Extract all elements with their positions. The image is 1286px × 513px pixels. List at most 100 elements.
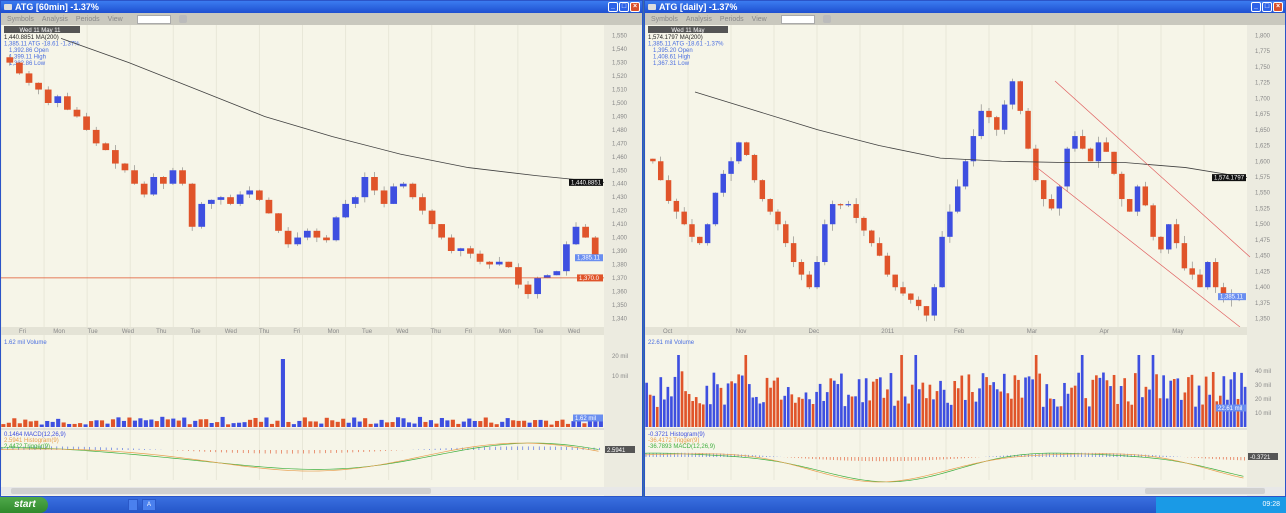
minimize-button[interactable]: _ bbox=[608, 2, 618, 12]
menu-symbols[interactable]: Symbols bbox=[651, 15, 678, 23]
volume-bar bbox=[758, 403, 762, 427]
y-tick-label: 1,460 bbox=[612, 155, 628, 161]
time-axis bbox=[1, 327, 604, 335]
candle bbox=[1205, 262, 1211, 288]
volume-tick: 40 mil bbox=[1255, 369, 1271, 375]
volume-bar bbox=[811, 404, 815, 427]
menu-analysis[interactable]: Analysis bbox=[685, 15, 712, 23]
maximize-button[interactable]: □ bbox=[619, 2, 629, 12]
x-tick-label: Mon bbox=[53, 329, 65, 335]
volume-bar bbox=[864, 378, 868, 427]
volume-last-label: 1.62 mil bbox=[575, 416, 596, 422]
volume-bar bbox=[1236, 398, 1240, 427]
candle bbox=[1126, 199, 1133, 212]
channel-lower-line[interactable] bbox=[1034, 165, 1241, 328]
menu-view[interactable]: View bbox=[751, 15, 767, 23]
candle bbox=[332, 217, 340, 241]
menu-periods[interactable]: Periods bbox=[75, 15, 100, 23]
candle bbox=[814, 262, 820, 288]
volume-bar bbox=[652, 395, 656, 427]
volume-bar bbox=[694, 397, 698, 427]
menu-view[interactable]: View bbox=[107, 15, 123, 23]
volume-bar bbox=[677, 355, 680, 427]
horizontal-scrollbar[interactable] bbox=[645, 487, 1285, 495]
y-tick-label: 1,600 bbox=[1255, 159, 1271, 165]
volume-bar bbox=[1048, 398, 1052, 427]
volume-bar bbox=[439, 417, 444, 427]
x-tick-label: Tue bbox=[533, 329, 544, 335]
volume-bar bbox=[193, 420, 198, 427]
volume-bar bbox=[832, 380, 836, 427]
macd-legend: -36.7893 MACD(12,26,9) bbox=[648, 444, 715, 450]
trigger-line bbox=[1, 442, 599, 472]
volume-bar bbox=[765, 377, 769, 427]
volume-bar bbox=[1013, 375, 1017, 427]
volume-bar bbox=[110, 419, 116, 427]
start-button[interactable]: start bbox=[0, 497, 48, 513]
scrollbar-thumb[interactable] bbox=[11, 488, 431, 494]
legend-item: 1,399.11 High bbox=[9, 55, 46, 61]
search-go-button[interactable] bbox=[822, 15, 831, 23]
volume-bar bbox=[231, 423, 236, 427]
app-icon bbox=[4, 4, 12, 10]
volume-bar bbox=[893, 405, 896, 427]
volume-bar bbox=[1133, 373, 1137, 427]
close-button[interactable]: × bbox=[630, 2, 640, 12]
candle bbox=[697, 236, 703, 244]
candle bbox=[188, 183, 196, 227]
x-tick-label: Fri bbox=[19, 329, 26, 335]
window-title-bar[interactable]: ATG [60min] -1.37% _ □ × bbox=[1, 1, 642, 13]
y-tick-label: 1,410 bbox=[612, 222, 628, 228]
candle bbox=[1025, 110, 1031, 149]
menu-symbols[interactable]: Symbols bbox=[7, 15, 34, 23]
candle bbox=[275, 213, 282, 231]
candle bbox=[371, 177, 378, 191]
volume-bar bbox=[478, 421, 483, 427]
symbol-search-input[interactable] bbox=[780, 14, 815, 24]
minimize-button[interactable]: _ bbox=[1251, 2, 1261, 12]
volume-bar bbox=[666, 386, 670, 427]
volume-bar bbox=[1130, 404, 1134, 427]
taskbar-task[interactable] bbox=[128, 499, 138, 511]
menu-periods[interactable]: Periods bbox=[719, 15, 744, 23]
y-tick-label: 1,350 bbox=[612, 303, 628, 309]
x-tick-label: Wed bbox=[122, 329, 134, 335]
taskbar-task[interactable]: A bbox=[142, 499, 157, 511]
scrollbar-thumb[interactable] bbox=[1145, 488, 1265, 494]
y-tick-label: 1,525 bbox=[1255, 206, 1271, 212]
chart-area[interactable]: Wed 11 May 111,440.8851 MA(200)1,385.11 … bbox=[1, 25, 642, 497]
volume-bar bbox=[1183, 392, 1187, 427]
ma-value-label-box bbox=[569, 178, 603, 186]
volume-bar bbox=[489, 422, 494, 427]
candle bbox=[970, 136, 977, 162]
candle bbox=[665, 180, 672, 201]
volume-bar bbox=[1229, 379, 1233, 427]
volume-bar bbox=[544, 420, 549, 427]
volume-bar bbox=[1169, 380, 1173, 427]
window-60min[interactable]: ATG [60min] -1.37% _ □ × Symbols Analysis Pe… bbox=[0, 0, 643, 497]
window-daily[interactable]: ATG [daily] -1.37% _ □ × Symbols Analysis Pe… bbox=[644, 0, 1286, 497]
volume-bar bbox=[871, 381, 875, 427]
volume-bar bbox=[861, 402, 864, 427]
maximize-button[interactable]: □ bbox=[1262, 2, 1272, 12]
window-title-bar[interactable]: ATG [daily] -1.37% _ □ × bbox=[645, 1, 1285, 13]
ma200-line bbox=[694, 91, 1248, 179]
candle bbox=[1056, 186, 1063, 209]
search-go-button[interactable] bbox=[178, 15, 187, 23]
app-icon bbox=[648, 4, 656, 10]
y-tick-label: 1,440 bbox=[612, 182, 628, 188]
candle bbox=[681, 211, 687, 225]
volume-bar bbox=[978, 388, 981, 427]
close-button[interactable]: × bbox=[1273, 2, 1283, 12]
candle bbox=[1095, 142, 1102, 162]
symbol-search-input[interactable] bbox=[136, 14, 171, 24]
volume-bar bbox=[1151, 355, 1155, 427]
candle bbox=[294, 237, 302, 245]
volume-bar bbox=[1144, 386, 1148, 427]
menu-analysis[interactable]: Analysis bbox=[41, 15, 68, 23]
candle bbox=[303, 230, 311, 238]
volume-bar bbox=[527, 422, 532, 427]
volume-bar bbox=[204, 419, 209, 427]
channel-upper-line[interactable] bbox=[1054, 80, 1251, 258]
